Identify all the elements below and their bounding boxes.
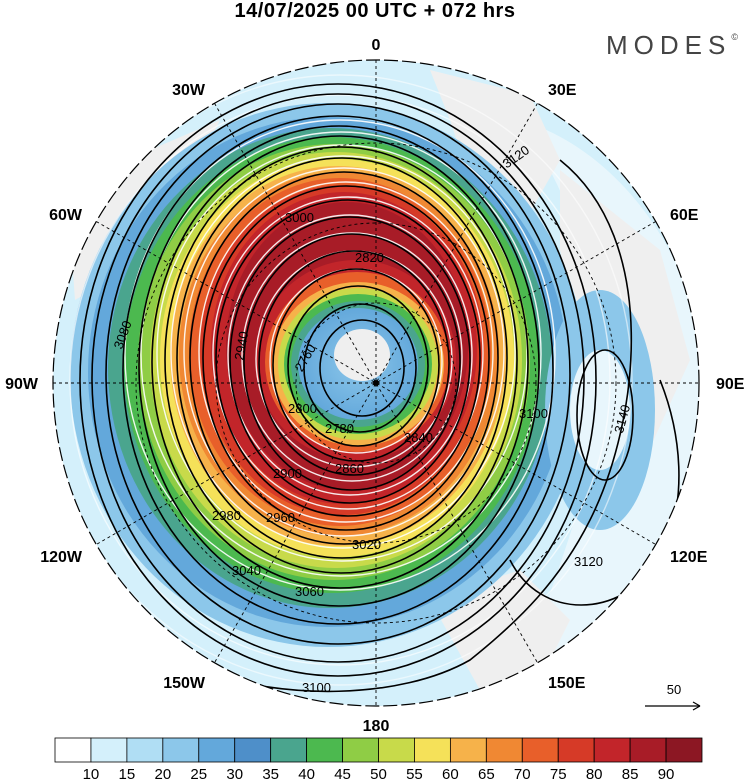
colorbar-swatch — [270, 737, 308, 763]
colorbar-tick-label: 10 — [83, 766, 100, 782]
colorbar-swatch — [54, 737, 92, 763]
map-frame — [52, 59, 700, 707]
lon-label-90e: 90E — [716, 376, 745, 393]
colorbar-tick-label: 75 — [550, 766, 567, 782]
lon-label-150e: 150E — [548, 675, 586, 692]
colorbar: 10 15 20 25 30 35 40 45 50 55 60 65 70 75 80 85 90 — [54, 737, 703, 782]
contour-label: 3120 — [574, 554, 603, 569]
colorbar-swatch — [234, 737, 272, 763]
colorbar-swatch — [162, 737, 200, 763]
colorbar-swatch — [342, 737, 379, 763]
contour-label: 3100 — [519, 406, 548, 421]
contour-label: 2900 — [273, 466, 302, 481]
colorbar-tick-label: 40 — [298, 766, 315, 782]
lon-label-30e: 30E — [548, 82, 577, 99]
contour-label: 3100 — [302, 680, 331, 695]
colorbar-swatch — [198, 737, 236, 763]
lon-label-60w: 60W — [49, 207, 83, 224]
colorbar-swatch — [90, 737, 128, 763]
modes-logo: MODES© — [606, 30, 738, 61]
contour-label: 2800 — [288, 401, 317, 416]
colorbar-swatch — [665, 737, 703, 763]
colorbar-swatch — [521, 737, 559, 763]
lon-label-90w: 90W — [5, 376, 39, 393]
contour-label: 2840 — [404, 430, 433, 445]
brand-text: MODES — [606, 30, 732, 60]
colorbar-tick-label: 65 — [478, 766, 495, 782]
colorbar-swatch — [629, 737, 667, 763]
contour-label: 3060 — [295, 584, 324, 599]
lon-label-30w: 30W — [172, 82, 206, 99]
map-title: 14/07/2025 00 UTC + 072 hrs — [234, 0, 516, 22]
colorbar-tick-label: 30 — [226, 766, 243, 782]
colorbar-tick-label: 85 — [622, 766, 639, 782]
contour-label: 3140 — [611, 403, 633, 435]
colorbar-tick-label: 20 — [154, 766, 171, 782]
colorbar-swatch — [557, 737, 595, 763]
contour-label: 3040 — [232, 563, 261, 578]
contour-label: 2820 — [355, 250, 384, 265]
contour-label: 3020 — [352, 537, 381, 552]
colorbar-tick-label: 70 — [514, 766, 531, 782]
colorbar-tick-label: 15 — [119, 766, 136, 782]
lon-label-0: 0 — [372, 37, 381, 54]
colorbar-tick-label: 90 — [658, 766, 675, 782]
north-pole-marker — [373, 380, 379, 386]
colorbar-tick-label: 60 — [442, 766, 459, 782]
colorbar-tick-label: 45 — [334, 766, 351, 782]
lon-label-120e: 120E — [670, 549, 708, 566]
colorbar-tick-label: 50 — [370, 766, 387, 782]
lon-label-150w: 150W — [163, 675, 206, 692]
colorbar-swatch — [485, 737, 523, 763]
colorbar-swatch — [593, 737, 631, 763]
reference-vector: 50 — [645, 682, 701, 711]
colorbar-tick-label: 55 — [406, 766, 423, 782]
lon-label-180: 180 — [363, 718, 390, 735]
longitude-labels: 0 30E 60E 90E 120E 150E 180 150W 120W 90… — [5, 37, 745, 735]
jet-bands — [70, 103, 586, 647]
contour-label: 2780 — [325, 421, 354, 436]
copyright-mark: © — [731, 32, 738, 42]
lon-label-60e: 60E — [670, 207, 699, 224]
contour-label: 2980 — [212, 508, 241, 523]
colorbar-swatch — [414, 737, 451, 763]
graticule — [53, 60, 699, 706]
colorbar-tick-label: 35 — [262, 766, 279, 782]
land-arctic-islands — [334, 329, 390, 381]
lon-label-120w: 120W — [40, 549, 83, 566]
colorbar-swatch — [449, 737, 487, 763]
colorbar-tick-label: 25 — [190, 766, 207, 782]
colorbar-tick-label: 80 — [586, 766, 603, 782]
contour-label: 2960 — [266, 510, 295, 525]
contour-label: 2940 — [231, 330, 251, 361]
colorbar-swatch — [126, 737, 164, 763]
height-contours — [79, 83, 680, 693]
land-europe — [430, 70, 560, 230]
colorbar-swatch — [306, 737, 343, 763]
contour-label: 2860 — [335, 461, 364, 476]
reference-vector-label: 50 — [667, 682, 681, 697]
contour-label: 3000 — [285, 210, 314, 225]
colorbar-swatch — [378, 737, 415, 763]
